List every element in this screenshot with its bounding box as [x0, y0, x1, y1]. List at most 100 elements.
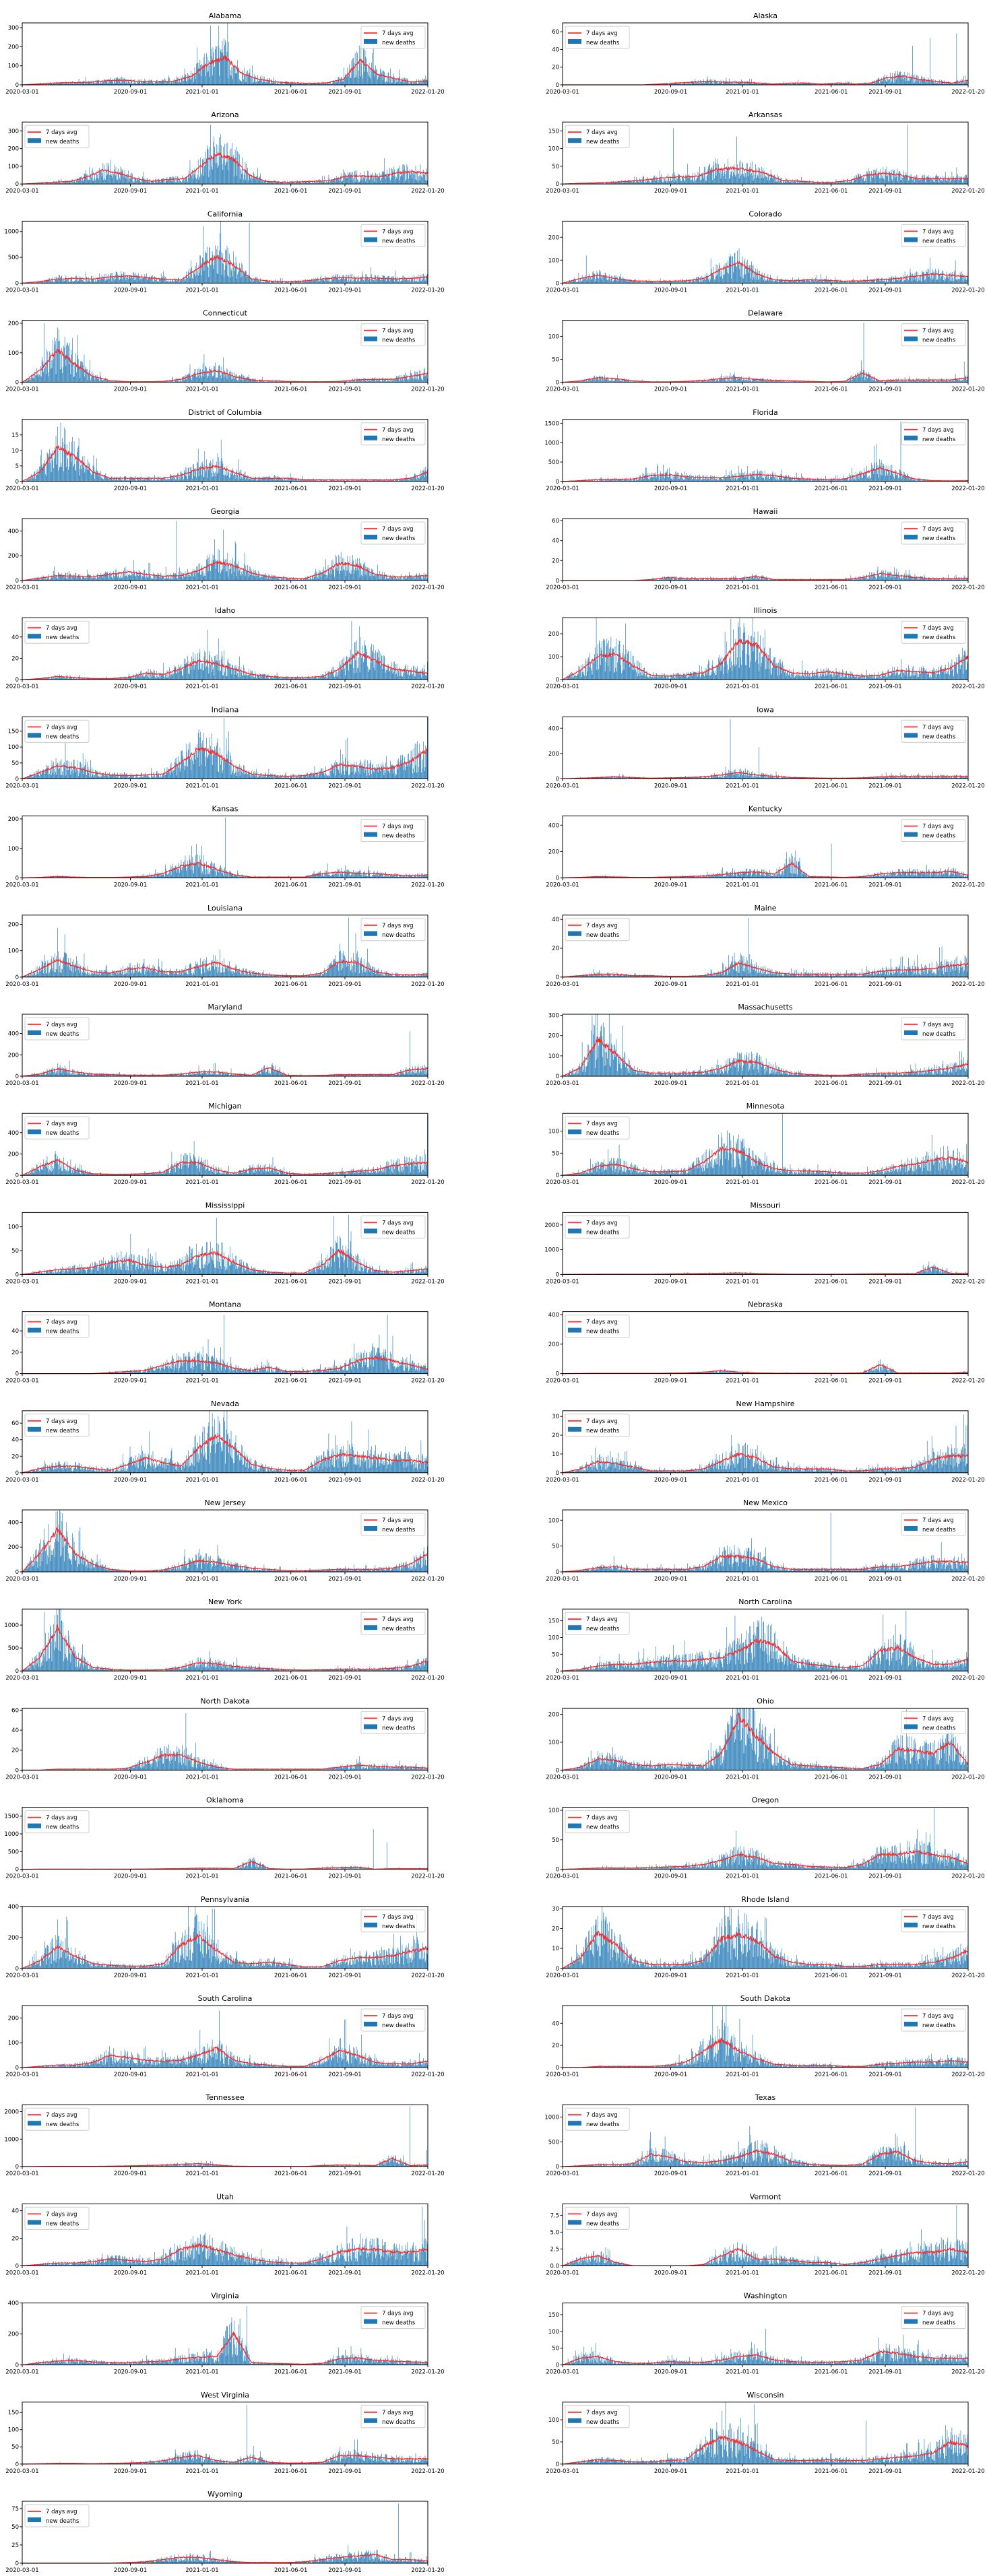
bar-new-deaths	[362, 275, 363, 283]
bar-new-deaths	[381, 278, 382, 283]
bar-new-deaths	[700, 180, 701, 185]
bar-new-deaths	[923, 77, 924, 85]
bar-new-deaths	[761, 167, 762, 185]
bar-new-deaths	[102, 173, 103, 184]
bar-new-deaths	[881, 175, 882, 184]
bar-new-deaths	[400, 81, 401, 85]
bar-new-deaths	[149, 82, 150, 85]
bar-new-deaths	[180, 82, 181, 85]
bar-new-deaths	[218, 166, 219, 184]
bar-new-deaths	[877, 175, 878, 184]
bar-new-deaths	[237, 152, 238, 184]
bar-new-deaths	[365, 50, 366, 85]
bar-new-deaths	[940, 176, 941, 184]
bar-new-deaths	[965, 75, 966, 85]
bar-new-deaths	[211, 259, 212, 284]
bar-new-deaths	[387, 82, 388, 85]
bar-new-deaths	[204, 67, 205, 85]
bar-new-deaths	[146, 82, 147, 85]
bar-new-deaths	[103, 82, 104, 85]
bar-new-deaths	[199, 370, 200, 383]
chart-title: Arkansas	[749, 110, 782, 119]
bar-new-deaths	[354, 77, 355, 85]
bar-new-deaths	[357, 279, 358, 284]
bar-new-deaths	[873, 279, 874, 284]
bar-new-deaths	[202, 370, 203, 383]
bar-new-deaths	[249, 73, 250, 85]
bar-new-deaths	[422, 380, 423, 382]
bar-new-deaths	[722, 279, 723, 284]
bar-new-deaths	[902, 178, 903, 184]
bar-new-deaths	[232, 79, 233, 85]
bar-new-deaths	[178, 82, 179, 85]
bar-new-deaths	[223, 253, 224, 283]
bar-new-deaths	[61, 276, 62, 283]
bar-new-deaths	[92, 279, 93, 283]
bar-new-deaths	[53, 358, 54, 383]
bar-new-deaths	[958, 180, 959, 185]
bar-new-deaths	[394, 79, 395, 85]
bar-new-deaths	[660, 278, 661, 283]
bar-new-deaths	[778, 176, 779, 184]
chart-panel-arizona: Arizona2020-03-01 2020-09-01 2021-01-01 202…	[5, 110, 444, 195]
bar-new-deaths	[916, 75, 917, 85]
bar-new-deaths	[282, 278, 283, 284]
bar-new-deaths	[941, 277, 942, 284]
bar-new-deaths	[333, 275, 334, 284]
bar-new-deaths	[828, 279, 829, 283]
bar-new-deaths	[423, 79, 424, 85]
bar-new-deaths	[407, 280, 408, 284]
x-tick-label: 2020-09-01	[114, 89, 147, 96]
bar-new-deaths	[824, 279, 825, 283]
x-tick-label: 2021-06-01	[274, 89, 307, 96]
bar-new-deaths	[199, 176, 200, 185]
bar-new-deaths	[197, 175, 198, 185]
bar-new-deaths	[723, 80, 724, 85]
bar-new-deaths	[231, 148, 232, 184]
bar-new-deaths	[708, 166, 709, 184]
bar-new-deaths	[406, 180, 407, 185]
bar-new-deaths	[341, 173, 342, 184]
bar-new-deaths	[239, 79, 240, 85]
bar-new-deaths	[77, 180, 78, 185]
bar-new-deaths	[609, 274, 610, 283]
bar-new-deaths	[334, 178, 335, 184]
bar-new-deaths	[118, 168, 119, 184]
legend-bars-label: new deaths	[586, 40, 620, 46]
bar-new-deaths	[827, 279, 828, 283]
bar-new-deaths	[66, 275, 67, 283]
bar-new-deaths	[414, 82, 415, 85]
bar-new-deaths	[351, 78, 352, 85]
bar-new-deaths	[772, 279, 773, 283]
bar-new-deaths	[375, 173, 376, 185]
bar-new-deaths	[942, 81, 943, 85]
bar-new-deaths	[142, 278, 143, 283]
bar-new-deaths	[421, 176, 422, 185]
bar-new-deaths	[200, 65, 201, 85]
bar-new-deaths	[125, 277, 126, 284]
bar-new-deaths	[739, 249, 740, 283]
bar-new-deaths	[388, 276, 389, 283]
bar-new-deaths	[748, 169, 749, 185]
bar-new-deaths	[379, 75, 380, 85]
bar-new-deaths	[907, 81, 908, 85]
bar-new-deaths	[369, 63, 370, 85]
bar-new-deaths	[107, 163, 108, 184]
bar-new-deaths	[589, 379, 590, 382]
bar-new-deaths	[402, 378, 403, 382]
bar-new-deaths	[862, 178, 863, 184]
bar-new-deaths	[744, 178, 745, 185]
bar-new-deaths	[193, 173, 194, 185]
bar-new-deaths	[404, 277, 405, 284]
bar-new-deaths	[772, 178, 773, 184]
bar-new-deaths	[248, 377, 249, 383]
bar-new-deaths	[127, 277, 128, 284]
bar-new-deaths	[366, 277, 367, 283]
bar-new-deaths	[198, 376, 199, 383]
bar-new-deaths	[759, 168, 760, 184]
bar-new-deaths	[120, 77, 121, 85]
bar-new-deaths	[195, 73, 196, 85]
bar-new-deaths	[343, 275, 344, 283]
bar-new-deaths	[235, 73, 236, 85]
bar-new-deaths	[758, 271, 759, 284]
